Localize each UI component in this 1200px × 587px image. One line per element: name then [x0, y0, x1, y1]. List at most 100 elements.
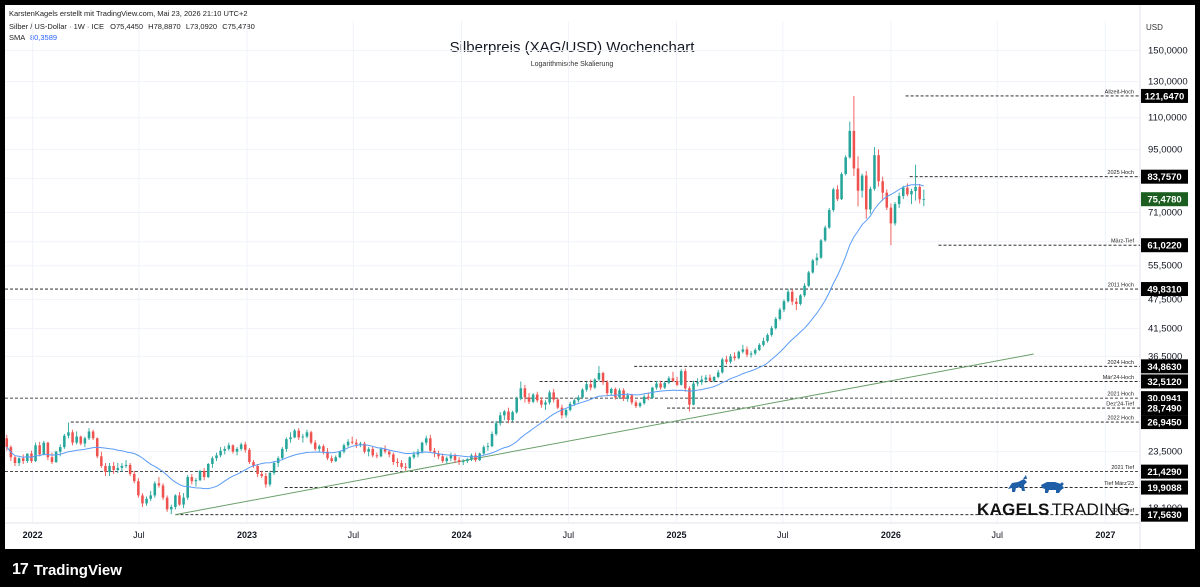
- candle-body: [13, 457, 17, 464]
- candle-body: [83, 438, 87, 444]
- candle-body: [412, 454, 416, 458]
- candle-body: [515, 398, 518, 413]
- tradingview-mark-icon: 17: [12, 561, 29, 578]
- chart-panel: KarstenKagels erstellt mit TradingView.c…: [5, 5, 1195, 549]
- candle-body: [21, 458, 25, 462]
- price-level-badge: [1141, 415, 1188, 430]
- candle-body: [807, 272, 810, 286]
- candle-body: [503, 411, 506, 416]
- price-level-value: 30,0941: [1147, 394, 1182, 405]
- x-tick-label: 2022: [23, 530, 43, 540]
- candle-body: [914, 186, 917, 191]
- candle-body: [223, 448, 226, 451]
- price-level-value: 83,7570: [1147, 172, 1181, 183]
- candle-body: [535, 394, 539, 401]
- candle-body: [161, 485, 165, 498]
- candle-body: [305, 432, 309, 437]
- candle-body: [778, 309, 782, 319]
- candle-body: [445, 458, 449, 462]
- price-level-badge: [1141, 401, 1188, 416]
- candle-body: [840, 174, 843, 200]
- candle-body: [211, 458, 214, 464]
- candle-body: [367, 448, 370, 452]
- candle-body: [248, 449, 251, 463]
- candle-body: [782, 301, 786, 310]
- price-level-value: 28,7490: [1147, 404, 1181, 415]
- candle-body: [474, 455, 477, 461]
- candle-body: [322, 446, 325, 452]
- candle-body: [334, 457, 338, 462]
- candle-body: [527, 397, 531, 402]
- candle-body: [823, 227, 827, 241]
- candle-body: [108, 465, 111, 472]
- candle-body: [577, 397, 580, 401]
- candle-body: [618, 390, 621, 398]
- candle-body: [659, 383, 662, 388]
- candle-body: [387, 451, 391, 455]
- candle-body: [721, 359, 724, 373]
- tradingview-logo[interactable]: 17 TradingView: [12, 561, 122, 579]
- candle-body: [137, 481, 140, 496]
- y-tick-label: 130,0000: [1148, 77, 1188, 88]
- candle-body: [58, 447, 62, 452]
- candle-body: [157, 483, 161, 486]
- y-tick-label: 36,5000: [1148, 351, 1182, 362]
- candle-body: [519, 388, 523, 399]
- price-level-value: 21,4290: [1147, 467, 1181, 478]
- candle-body: [350, 441, 354, 443]
- y-tick-label: 23,5000: [1148, 447, 1182, 458]
- candle-body: [289, 437, 292, 440]
- candle-body: [799, 295, 802, 305]
- candle-body: [46, 442, 50, 458]
- candle-body: [675, 380, 679, 385]
- price-level-name: 2021 Tief: [1111, 465, 1134, 471]
- x-axis-ticks: 2022 Jul 2023 Jul 2024 Jul 2025 Jul 2026 Jul 2027: [23, 21, 1115, 540]
- candle-body: [498, 415, 502, 424]
- candle-body: [848, 130, 852, 158]
- candle-body: [71, 432, 74, 443]
- candle-body: [461, 461, 465, 463]
- candle-body: [556, 399, 560, 408]
- candle-body: [729, 356, 732, 362]
- price-level-value: 61,0220: [1147, 241, 1181, 252]
- candle-body: [235, 448, 239, 452]
- candle-body: [770, 328, 773, 335]
- candle-body: [202, 470, 206, 478]
- candle-body: [215, 455, 218, 459]
- candle-body: [433, 450, 436, 454]
- chart-svg: KarstenKagels erstellt mit TradingView.c…: [5, 5, 1188, 549]
- candle-body: [684, 371, 687, 389]
- candle-body: [63, 435, 66, 448]
- candle-body: [766, 334, 769, 341]
- candle-body: [819, 240, 823, 258]
- y-tick-label: 110,0000: [1148, 113, 1187, 124]
- candle-body: [655, 383, 658, 388]
- candle-body: [145, 498, 148, 504]
- tradingview-brand: TradingView: [33, 561, 122, 579]
- candle-body: [453, 455, 457, 461]
- candle-body: [128, 464, 132, 474]
- candle-body: [42, 442, 46, 455]
- candle-body: [642, 396, 646, 404]
- y-tick-label: 55,5000: [1148, 261, 1182, 272]
- candle-body: [26, 453, 29, 462]
- candle-body: [186, 477, 189, 498]
- candle-body: [132, 473, 136, 482]
- candle-body: [864, 175, 868, 210]
- candle-body: [120, 465, 124, 468]
- candle-body: [301, 436, 305, 438]
- footer-bar: 17 TradingView: [0, 549, 1200, 587]
- candle-body: [507, 411, 510, 421]
- candle-body: [34, 445, 37, 462]
- candle-body: [906, 187, 909, 195]
- candle-body: [392, 454, 395, 463]
- price-level-badge: [1141, 507, 1188, 522]
- y-axis-ticks: 150,0000130,0000110,000095,000083,000071…: [5, 46, 1188, 514]
- candle-body: [5, 438, 9, 448]
- price-level-name: Tief März'23: [1104, 481, 1134, 487]
- candle-body: [486, 446, 490, 448]
- support-trendline: [175, 353, 1034, 516]
- price-level-badge: [1141, 282, 1188, 297]
- candle-body: [400, 463, 403, 467]
- candle-body: [38, 445, 41, 455]
